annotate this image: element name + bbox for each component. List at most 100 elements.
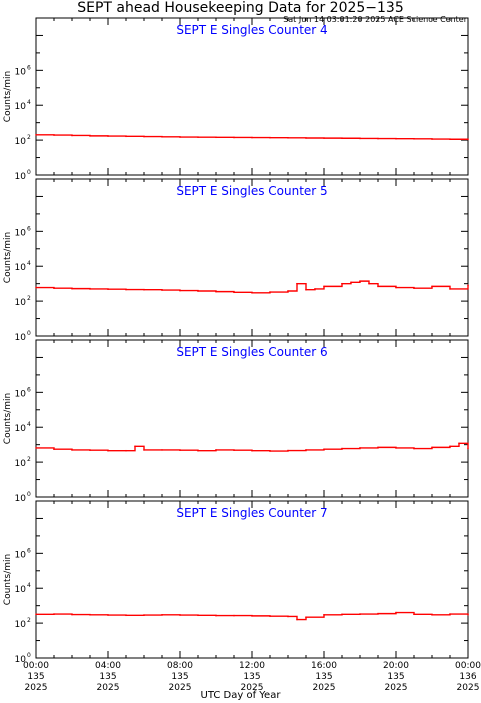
data-point [233,614,235,617]
data-point [467,138,469,141]
data-point [179,614,181,616]
data-point [35,286,37,289]
y-tick-label: 10 [15,333,27,343]
x-tick-label: 16:00 [311,661,337,671]
data-point [89,288,91,290]
data-point [179,289,181,292]
data-point [161,289,163,291]
data-point [296,618,298,621]
x-tick-label: 2025 [385,683,408,693]
data-point [53,448,55,450]
x-tick-label: 2025 [169,683,192,693]
data-point [314,288,316,290]
x-tick-label: 135 [27,672,44,682]
series-line-1 [36,442,469,452]
data-point [413,287,415,289]
data-point [269,136,271,139]
data-point [161,449,163,451]
data-point [413,138,415,140]
y-tick-exponent: 0 [27,169,31,176]
x-tick-label: 135 [243,672,260,682]
x-tick-label: 20:00 [383,661,409,671]
x-tick-label: 2025 [241,683,264,693]
plot-frame [35,339,469,498]
x-tick-label: 135 [387,672,404,682]
data-point [323,613,325,616]
plot-frame [35,17,469,176]
y-tick-label: 10 [15,494,27,504]
y-tick-label: 10 [15,585,27,595]
data-point [368,282,370,285]
data-point [143,288,145,291]
data-point [251,291,253,294]
x-tick-label: 2025 [457,683,480,693]
data-point [125,135,127,138]
data-point [377,446,379,449]
data-point [53,287,55,289]
data-point [395,137,397,140]
data-point [395,286,397,289]
y-tick-label: 10 [15,655,27,665]
y-tick-label: 10 [15,550,27,560]
data-point [197,449,199,452]
data-point [431,138,433,140]
data-point [287,290,289,292]
data-point [350,281,352,284]
panel-title: SEPT E Singles Counter 5 [176,184,327,198]
page-title: SEPT ahead Housekeeping Data for 2025−13… [77,0,404,16]
data-point [179,136,181,138]
data-point [377,137,379,140]
y-tick-exponent: 2 [27,295,31,302]
data-point [341,447,343,450]
data-point [467,447,469,450]
data-point [107,614,109,616]
data-point [125,288,127,291]
data-point [251,136,253,139]
data-point [449,445,451,448]
x-tick-label: 136 [459,672,476,682]
y-axis-label: Counts/min [3,554,13,605]
data-point [161,613,163,616]
y-tick-label: 10 [15,424,27,434]
data-point [413,447,415,450]
data-point [143,614,145,616]
data-point [359,447,361,449]
data-point [215,290,217,293]
data-point [449,288,451,290]
x-tick-label: 00:00 [455,661,481,671]
y-tick-label: 10 [15,620,27,630]
plot-frame [35,178,469,337]
data-point [467,284,469,287]
data-point [323,448,325,450]
data-point [125,614,127,617]
x-tick-label: 2025 [25,683,48,693]
data-point [35,447,37,449]
data-point [323,137,325,139]
data-point [71,449,73,451]
data-point [251,449,253,452]
data-point [53,134,55,136]
y-tick-label: 10 [15,263,27,273]
x-tick-label: 2025 [97,683,120,693]
data-point [458,442,460,445]
data-point [107,288,109,291]
y-axis-label: Counts/min [3,232,13,283]
data-point [395,447,397,449]
data-point [413,613,415,616]
data-point [197,136,199,138]
y-tick-label: 10 [15,67,27,77]
y-axis-label: Counts/min [3,393,13,444]
data-point [35,134,37,136]
data-point [305,616,307,618]
y-tick-exponent: 4 [27,99,31,106]
data-point [233,136,235,139]
data-point [71,287,73,290]
data-point [269,291,271,293]
data-point [215,449,217,451]
data-point [89,135,91,137]
